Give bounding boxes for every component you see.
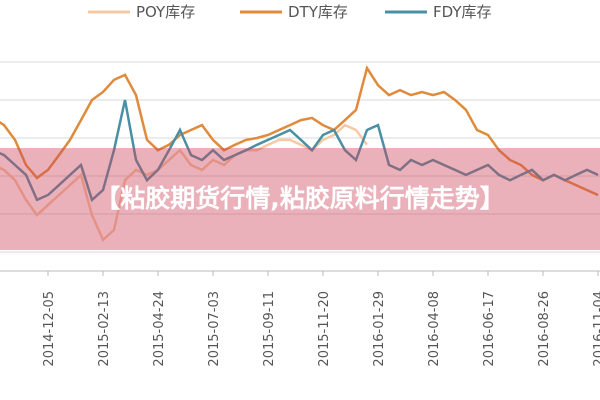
x-tick-label: 2016-04-08 xyxy=(427,291,442,367)
x-tick-label: 2015-11-20 xyxy=(317,291,332,367)
x-tick-label: 2014-09-26 xyxy=(0,291,2,367)
overlay-title: 【粘胶期货行情,粘胶原料行情走势】 xyxy=(95,184,505,213)
x-tick-label: 2016-01-29 xyxy=(372,291,387,367)
x-tick-label: 2016-06-17 xyxy=(482,291,497,367)
legend-label: POY库存 xyxy=(136,3,195,21)
series-line xyxy=(0,123,369,242)
x-tick-label: 2015-02-13 xyxy=(97,291,112,367)
overlay-banner: 【粘胶期货行情,粘胶原料行情走势】 xyxy=(0,148,600,250)
series-line xyxy=(0,65,599,197)
series-line xyxy=(0,99,599,203)
x-tick-label: 2014-12-05 xyxy=(42,291,57,367)
x-tick-label: 2015-07-03 xyxy=(207,291,222,367)
x-tick-label: 2015-04-24 xyxy=(152,291,167,367)
legend-label: DTY库存 xyxy=(288,3,348,21)
legend-label: FDY库存 xyxy=(433,3,492,21)
x-tick-label: 2015-09-11 xyxy=(262,291,277,367)
x-tick-label: 2016-08-26 xyxy=(537,291,552,367)
x-tick-label: 2016-11-04 xyxy=(592,291,600,367)
